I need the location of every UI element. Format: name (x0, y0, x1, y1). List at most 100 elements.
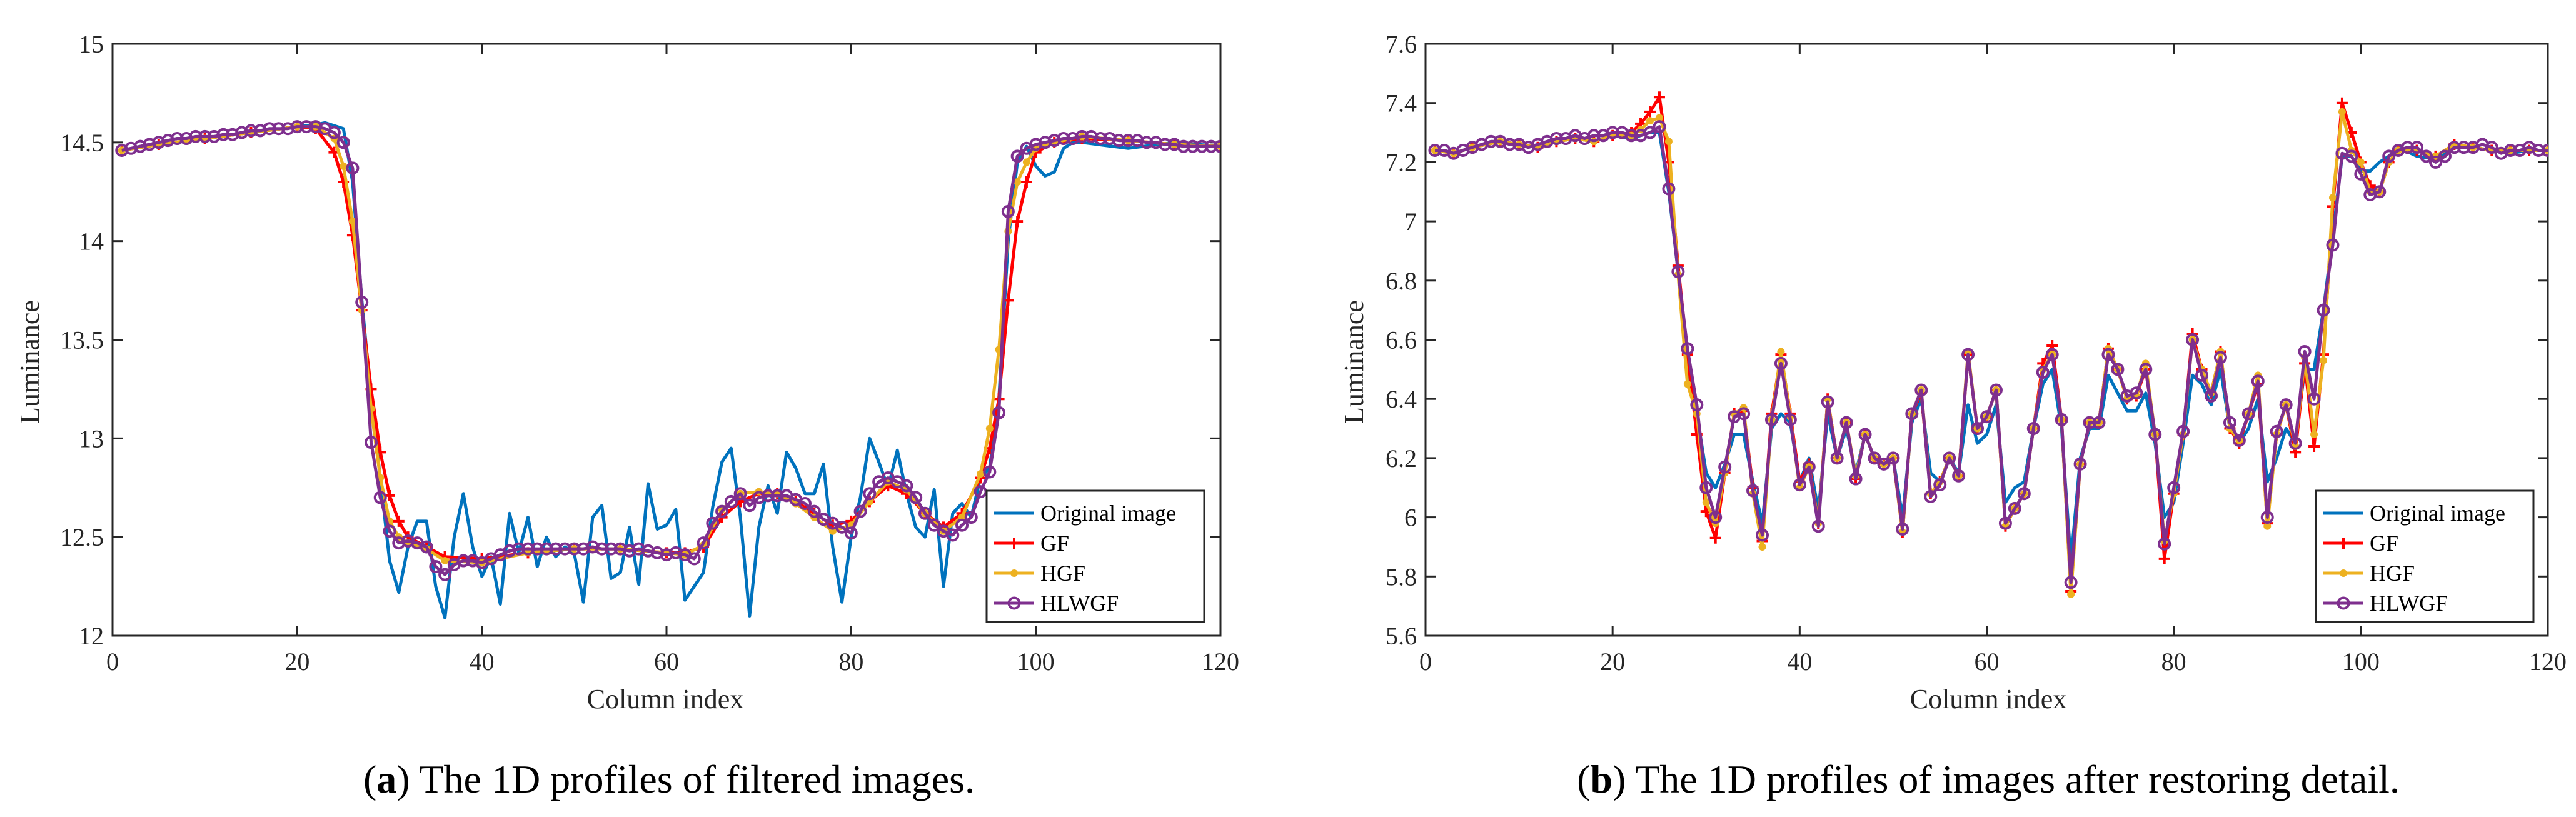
chart-b-point-hlwgf (2064, 576, 2078, 589)
chart-a-point-hlwgf (1121, 134, 1135, 148)
chart-b-point-hlwgf (1989, 383, 2003, 397)
chart-b-point-hlwgf (2045, 348, 2059, 361)
chart-b-point-hlwgf (2354, 167, 2368, 181)
chart-a-ytick-label: 15 (79, 30, 104, 58)
chart-a-point-hgf (985, 424, 994, 433)
chart-a-point-hlwgf (355, 296, 369, 309)
chart-b-plot-area: 0 20 40 60 80 100 120 5.6 5.8 6 6.2 6.4 6.6 6.8 7 7.2 7.… (1386, 30, 2567, 676)
chart-panel-a: Luminance Column index 0 20 40 60 80 100 120 12… (14, 30, 1239, 801)
chart-b-point-hgf (2328, 194, 2337, 202)
chart-b-point-hlwgf (2410, 141, 2424, 154)
chart-a-point-hlwgf (364, 436, 378, 449)
chart-b-point-hgf (2067, 590, 2075, 598)
chart-a-point-hlwgf (1204, 139, 1218, 153)
chart-b-ytick-label: 6.4 (1386, 385, 1417, 413)
chart-a-point-hlwgf (715, 504, 729, 518)
chart-a-point-hlwgf (1186, 139, 1200, 153)
chart-a-point-hlwgf (1001, 204, 1015, 218)
chart-b-xtick-label: 20 (1600, 648, 1625, 676)
chart-a-point-hlwgf (530, 542, 544, 556)
chart-b-point-hlwgf (1877, 457, 1891, 471)
chart-b-point-hlwgf (1643, 126, 1657, 139)
chart-b-point-hlwgf (1662, 182, 1676, 196)
chart-b-caption-letter: b (1590, 757, 1613, 801)
chart-b-point-gf (2336, 97, 2348, 109)
chart-b-point-hlwgf (2008, 501, 2021, 515)
chart-b-point-hlwgf (2420, 149, 2433, 163)
chart-b-point-hgf (2263, 522, 2272, 530)
chart-b-xlabel: Column index (1910, 684, 2067, 714)
chart-a-point-hlwgf (170, 132, 184, 146)
chart-b-point-hlwgf (2345, 149, 2358, 163)
chart-b-point-hlwgf (1943, 451, 1956, 465)
chart-a-ytick-label: 14.5 (60, 129, 104, 157)
chart-a-point-hlwgf (761, 489, 775, 503)
chart-b-point-hlwgf (1428, 143, 1442, 157)
chart-a-series-group (115, 120, 1220, 620)
chart-a-caption: (a) The 1D profiles of filtered images. (363, 757, 975, 801)
chart-b-ytick-label: 6.6 (1386, 326, 1417, 354)
chart-a-point-hlwgf (216, 128, 230, 141)
chart-a-point-hlwgf (327, 126, 341, 139)
chart-b-point-hlwgf (1811, 519, 1825, 533)
chart-b-legend-label: GF (2370, 531, 2398, 556)
chart-a-ytick-label: 13 (79, 424, 104, 453)
chart-b-point-hlwgf (2036, 366, 2050, 379)
chart-b-point-hlwgf (1549, 132, 1563, 146)
chart-a-point-hlwgf (909, 491, 923, 504)
chart-b-point-hlwgf (1802, 460, 1816, 474)
chart-a-point-hgf (340, 162, 348, 170)
chart-b-point-hlwgf (1849, 472, 1863, 486)
chart-b-ylabel: Luminance (1339, 300, 1369, 424)
chart-b-point-hlwgf (2055, 413, 2068, 426)
chart-b-point-hgf (2320, 356, 2327, 364)
chart-a-point-hlwgf (946, 528, 960, 542)
chart-b-point-hlwgf (1783, 413, 1797, 426)
chart-b-legend-marker-gf (2338, 538, 2349, 549)
chart-a-legend-label: HLWGF (1040, 591, 1119, 616)
chart-b-xtick-label: 100 (2342, 648, 2380, 676)
chart-b-point-hlwgf (2139, 363, 2153, 376)
chart-a-xtick-label: 0 (106, 648, 119, 676)
chart-b-point-hlwgf (2429, 155, 2442, 169)
chart-b-point-hlwgf (2288, 436, 2302, 450)
chart-a-point-hlwgf (1195, 139, 1209, 153)
chart-b-point-hlwgf (2092, 416, 2106, 429)
chart-b-point-hlwgf (1671, 265, 1685, 279)
chart-b-legend-label: Original image (2370, 501, 2505, 526)
chart-b-point-hgf (1702, 498, 1710, 506)
chart-b-point-hlwgf (1774, 356, 1788, 370)
chart-b-point-hlwgf (2083, 416, 2096, 429)
chart-b-point-hlwgf (2017, 487, 2031, 501)
chart-a-point-hlwgf (429, 560, 443, 574)
chart-a-xlabel: Column index (587, 684, 744, 714)
chart-b-ytick-label: 7.4 (1386, 89, 1417, 118)
chart-b-point-hlwgf (2073, 457, 2087, 471)
chart-a-plot-area: 0 20 40 60 80 100 120 12 12.5 13 13.5 14 14.5 15 Origi… (60, 30, 1239, 676)
chart-a-point-hlwgf (549, 542, 563, 556)
chart-a-xtick-label: 120 (1202, 648, 1239, 676)
chart-a-xtick-label: 20 (284, 648, 309, 676)
chart-a-xtick-label: 40 (470, 648, 495, 676)
chart-b-point-hlwgf (2438, 149, 2452, 163)
chart-a-point-hgf (441, 557, 449, 565)
chart-a-point-hlwgf (383, 524, 396, 538)
chart-b-point-hlwgf (2373, 185, 2387, 199)
chart-b-caption-text: The 1D profiles of images after restorin… (1626, 757, 2400, 801)
chart-b-point-hlwgf (2101, 348, 2115, 361)
chart-b-point-hlwgf (1690, 398, 1704, 412)
chart-b-xtick-label: 40 (1787, 648, 1812, 676)
chart-b-point-hlwgf (2223, 416, 2236, 429)
chart-b-ytick-label: 7.2 (1386, 148, 1417, 176)
chart-b-ytick-label: 7 (1404, 208, 1417, 236)
chart-b-point-hlwgf (2326, 238, 2340, 252)
chart-b-point-hlwgf (1980, 410, 1993, 424)
chart-b-point-hlwgf (1952, 469, 1966, 483)
chart-b-ytick-label: 6 (1404, 504, 1417, 532)
chart-a-point-hgf (977, 470, 985, 478)
chart-b-point-hlwgf (2485, 141, 2498, 154)
chart-b-xtick-label: 60 (1975, 648, 2000, 676)
chart-a-point-hlwgf (540, 542, 553, 556)
chart-b-point-gf (2158, 553, 2170, 564)
chart-b-point-hlwgf (1606, 126, 1619, 139)
